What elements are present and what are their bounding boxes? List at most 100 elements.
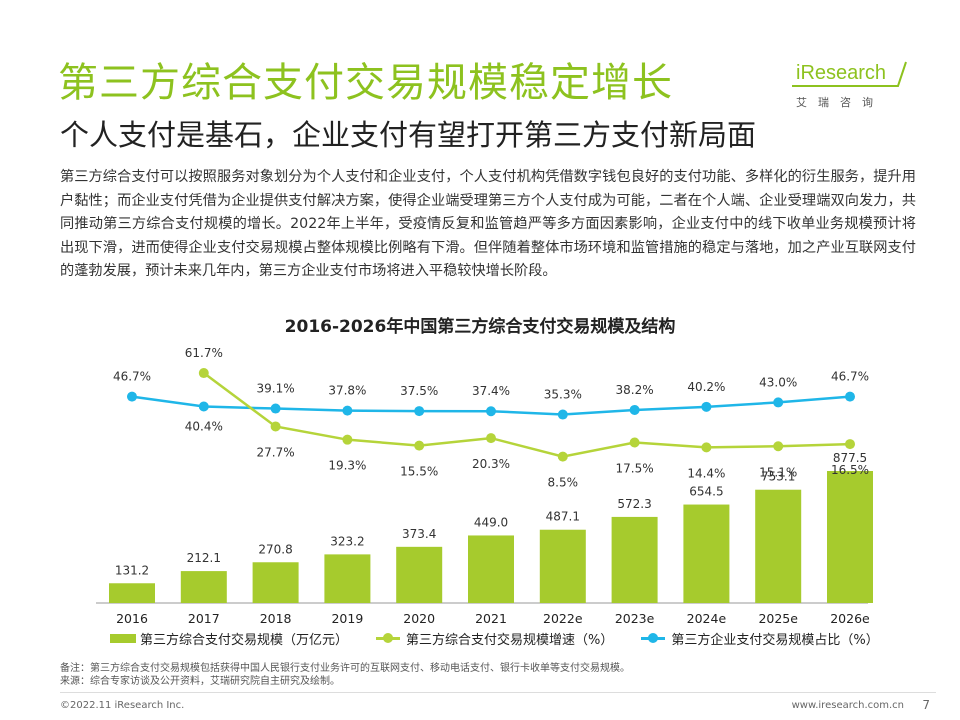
share-label-2016: 46.7% bbox=[113, 370, 151, 384]
bar-label-2022e: 487.1 bbox=[546, 510, 580, 524]
x-tick-2025e: 2025e bbox=[758, 611, 798, 626]
growth-label-2020: 15.5% bbox=[400, 465, 438, 479]
share-label-2017: 40.4% bbox=[185, 420, 223, 434]
share-label-2019: 37.8% bbox=[328, 384, 366, 398]
growth-point-2020 bbox=[414, 440, 425, 451]
bar-label-2024e: 654.5 bbox=[689, 485, 723, 499]
share-point-2024e bbox=[701, 401, 712, 412]
share-label-2021: 37.4% bbox=[472, 384, 510, 398]
bar-2025e bbox=[755, 489, 802, 603]
bar-label-2017: 212.1 bbox=[187, 551, 221, 565]
bar-label-2023e: 572.3 bbox=[617, 497, 651, 511]
x-tick-2026e: 2026e bbox=[830, 611, 870, 626]
growth-point-2021 bbox=[486, 433, 496, 444]
growth-point-2023e bbox=[629, 437, 640, 448]
share-point-2018 bbox=[270, 403, 281, 414]
bar-2021 bbox=[468, 535, 514, 603]
growth-label-2021: 20.3% bbox=[472, 457, 510, 471]
growth-label-2019: 19.3% bbox=[328, 459, 366, 473]
bar-label-2018: 270.8 bbox=[258, 542, 292, 556]
x-tick-2020: 2020 bbox=[403, 611, 435, 626]
chart-notes: 备注：第三方综合支付交易规模包括获得中国人民银行支付业务许可的互联网支付、移动电… bbox=[60, 662, 630, 688]
bar-2022e bbox=[539, 529, 586, 603]
bar-label-2020: 373.4 bbox=[402, 527, 436, 541]
bar-2018 bbox=[252, 562, 299, 603]
share-label-2023e: 38.2% bbox=[616, 383, 654, 397]
growth-label-2018: 27.7% bbox=[257, 445, 295, 459]
share-point-2016 bbox=[127, 391, 137, 402]
growth-point-2022e bbox=[557, 451, 568, 462]
footer-divider bbox=[60, 692, 936, 693]
share-label-2024e: 40.2% bbox=[687, 380, 725, 394]
page-title: 第三方综合支付交易规模稳定增长 bbox=[58, 60, 673, 106]
share-point-2026e bbox=[845, 391, 855, 402]
growth-label-2023e: 17.5% bbox=[616, 462, 654, 476]
growth-point-2019 bbox=[342, 434, 353, 445]
share-point-2022e bbox=[557, 409, 568, 420]
growth-label-2026e: 16.5% bbox=[831, 463, 869, 477]
legend-label-bar: 第三方综合支付交易规模（万亿元） bbox=[140, 633, 349, 648]
x-tick-2021: 2021 bbox=[475, 611, 507, 626]
footer-website: www.iresearch.com.cn bbox=[791, 700, 904, 711]
growth-point-2024e bbox=[701, 442, 712, 453]
x-tick-2019: 2019 bbox=[331, 611, 363, 626]
logo-cn: 艾瑞咨询 bbox=[796, 96, 884, 109]
logo-brand: iResearch bbox=[796, 62, 887, 84]
share-point-2020 bbox=[414, 406, 425, 417]
bar-label-2026e: 877.5 bbox=[833, 451, 867, 465]
footer-copyright: ©2022.11 iResearch Inc. bbox=[60, 700, 185, 711]
page-number: 7 bbox=[922, 698, 930, 712]
growth-point-2025e bbox=[773, 441, 784, 452]
bar-2020 bbox=[396, 546, 443, 603]
growth-point-2026e bbox=[845, 439, 855, 450]
page-subtitle: 个人支付是基石，企业支付有望打开第三方支付新局面 bbox=[60, 118, 757, 152]
bar-2024e bbox=[683, 504, 730, 603]
growth-point-2017 bbox=[198, 368, 209, 379]
share-point-2019 bbox=[342, 405, 353, 416]
x-tick-2016: 2016 bbox=[116, 611, 148, 626]
x-tick-2017: 2017 bbox=[188, 611, 220, 626]
legend-label-share: 第三方企业支付交易规模占比（%） bbox=[671, 633, 879, 648]
bar-2023e bbox=[611, 516, 658, 603]
legend-item-bar: 第三方综合支付交易规模（万亿元） bbox=[110, 629, 348, 648]
share-label-2018: 39.1% bbox=[257, 382, 295, 396]
share-point-2021 bbox=[486, 406, 496, 417]
logo-shape bbox=[792, 61, 907, 87]
chart-title: 2016-2026年中国第三方综合支付交易规模及结构 bbox=[284, 317, 676, 337]
intro-paragraph: 第三方综合支付可以按照服务对象划分为个人支付和企业支付，个人支付机构凭借数字钱包… bbox=[60, 169, 916, 279]
bar-2026e bbox=[827, 471, 873, 603]
legend-label-growth: 第三方综合支付交易规模增速（%） bbox=[406, 633, 614, 648]
bar-label-2016: 131.2 bbox=[115, 563, 149, 577]
growth-label-2022e: 8.5% bbox=[548, 476, 579, 490]
legend-item-share: 第三方企业支付交易规模占比（%） bbox=[641, 629, 879, 648]
growth-point-2018 bbox=[270, 421, 281, 432]
chart-legend: 第三方综合支付交易规模（万亿元） 第三方综合支付交易规模增速（%） 第三方企业支… bbox=[110, 629, 907, 648]
bar-label-2025e: 753.1 bbox=[761, 470, 795, 484]
legend-item-growth: 第三方综合支付交易规模增速（%） bbox=[376, 629, 613, 648]
bar-label-2021: 449.0 bbox=[474, 515, 508, 529]
bar-2017 bbox=[180, 571, 227, 603]
share-label-2022e: 35.3% bbox=[544, 388, 582, 402]
share-label-2026e: 46.7% bbox=[831, 370, 869, 384]
legend-swatch-bar bbox=[110, 634, 136, 643]
x-tick-2023e: 2023e bbox=[615, 611, 655, 626]
x-tick-2018: 2018 bbox=[260, 611, 292, 626]
share-point-2023e bbox=[629, 404, 640, 415]
source-text: 来源：综合专家访谈及公开资料，艾瑞研究院自主研究及绘制。 bbox=[60, 676, 340, 687]
share-label-2020: 37.5% bbox=[400, 384, 438, 398]
x-tick-2022e: 2022e bbox=[543, 611, 583, 626]
growth-label-2024e: 14.4% bbox=[687, 466, 725, 480]
x-tick-2024e: 2024e bbox=[687, 611, 727, 626]
legend-swatch-share bbox=[641, 633, 666, 643]
share-point-2025e bbox=[773, 397, 784, 408]
bar-2019 bbox=[324, 554, 371, 603]
iresearch-logo: iResearch 艾瑞咨询 bbox=[790, 58, 910, 109]
growth-label-2025e: 15.1% bbox=[759, 465, 797, 479]
bar-2016 bbox=[109, 583, 155, 603]
growth-line bbox=[203, 372, 851, 458]
legend-swatch-growth bbox=[376, 633, 401, 643]
share-label-2025e: 43.0% bbox=[759, 375, 797, 389]
bar-label-2019: 323.2 bbox=[330, 534, 364, 548]
growth-label-2017: 61.7% bbox=[185, 346, 223, 360]
